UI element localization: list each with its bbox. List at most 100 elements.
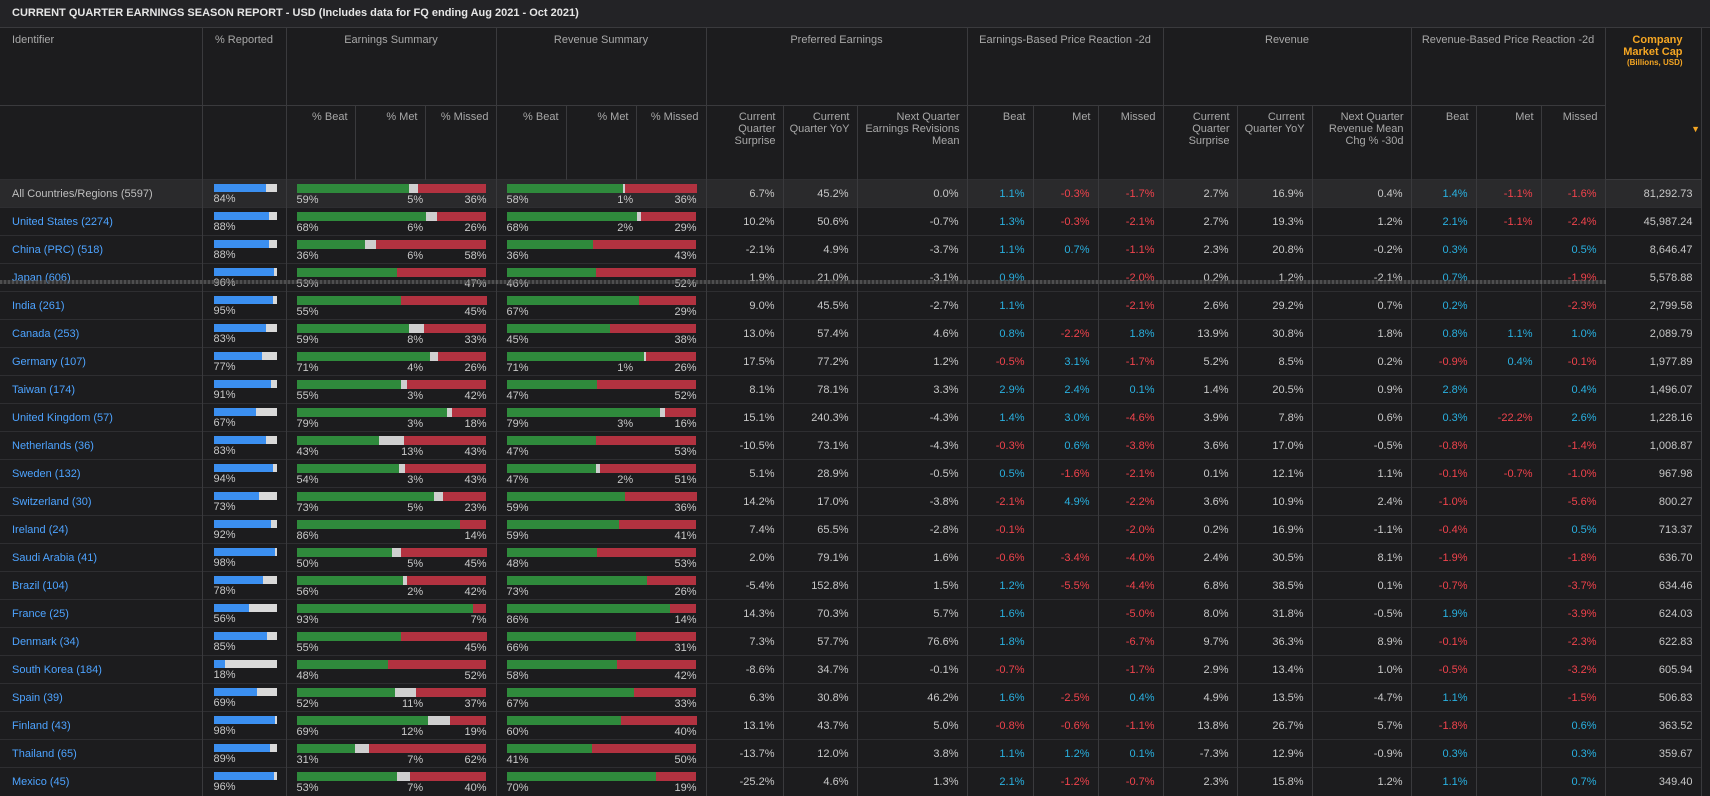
header-eps-beat[interactable]: % Beat <box>286 105 356 180</box>
earnings-missed-segment <box>403 435 487 445</box>
header-preferred-earnings[interactable]: Preferred Earnings <box>706 28 968 106</box>
revenue-beat-segment <box>506 267 596 277</box>
revenue-missed-segment <box>595 267 697 277</box>
country-link[interactable]: Japan (606) <box>0 263 203 292</box>
header-rr-met[interactable]: Met <box>1476 105 1542 180</box>
nq-rev-chg-value: 1.1% <box>1312 459 1412 488</box>
table-row[interactable]: Thailand (65) 89% 31% 7% 62% 41% <box>0 739 1702 768</box>
header-eps-met[interactable]: % Met <box>355 105 426 180</box>
header-cq-surprise[interactable]: Current Quarter Surprise <box>706 105 784 180</box>
eps-reaction-beat: 2.9% <box>967 375 1034 404</box>
header-er-met[interactable]: Met <box>1033 105 1099 180</box>
country-link[interactable]: Canada (253) <box>0 319 203 348</box>
header-rev-missed[interactable]: % Missed <box>636 105 707 180</box>
header-earnings-summary[interactable]: Earnings Summary <box>286 28 497 106</box>
header-identifier[interactable]: Identifier <box>0 28 203 106</box>
table-row[interactable]: Switzerland (30) 73% 73% 5% 23% 59% <box>0 487 1702 516</box>
header-market-cap[interactable]: Company Market Cap (Billions, USD) ▼ <box>1605 28 1702 180</box>
table-row[interactable]: Mexico (45) 96% 53% 7% 40% 70% 19 <box>0 767 1702 796</box>
country-link[interactable]: Denmark (34) <box>0 627 203 656</box>
earnings-missed-label: 45% <box>464 305 487 318</box>
header-earnings-price-reaction[interactable]: Earnings-Based Price Reaction -2d <box>967 28 1164 106</box>
country-link[interactable]: France (25) <box>0 599 203 628</box>
header-revenue-summary[interactable]: Revenue Summary <box>496 28 707 106</box>
header-rr-missed[interactable]: Missed <box>1541 105 1606 180</box>
header-revenue-price-reaction[interactable]: Revenue-Based Price Reaction -2d <box>1411 28 1606 106</box>
header-eps-missed[interactable]: % Missed <box>425 105 497 180</box>
country-link[interactable]: Switzerland (30) <box>0 487 203 516</box>
country-link[interactable]: Netherlands (36) <box>0 431 203 460</box>
header-rev-beat[interactable]: % Beat <box>496 105 567 180</box>
table-row[interactable]: Taiwan (174) 91% 55% 3% 42% 47% 5 <box>0 375 1702 404</box>
table-row[interactable]: Sweden (132) 94% 54% 3% 43% 47% 2% <box>0 459 1702 488</box>
header-rev-cq-yoy[interactable]: Current Quarter YoY <box>1237 105 1313 180</box>
reported-fill <box>213 744 270 752</box>
earnings-beat-label: 71% <box>296 361 319 374</box>
table-row[interactable]: China (PRC) (518) 88% 36% 6% 58% 36% <box>0 235 1702 264</box>
country-link[interactable]: Thailand (65) <box>0 739 203 768</box>
table-row[interactable]: Ireland (24) 92% 86% 14% 59% 41% <box>0 515 1702 544</box>
table-row[interactable]: Denmark (34) 85% 55% 45% 66% 31% <box>0 627 1702 656</box>
header-rev-cq-surprise[interactable]: Current Quarter Surprise <box>1163 105 1238 180</box>
table-row[interactable]: France (25) 56% 93% 7% 86% 14% <box>0 599 1702 628</box>
cq-yoy-value: 45.5% <box>783 291 858 320</box>
eps-reaction-missed: 0.1% <box>1098 739 1164 768</box>
country-link[interactable]: Spain (39) <box>0 683 203 712</box>
country-link[interactable]: South Korea (184) <box>0 655 203 684</box>
eps-reaction-met: -0.6% <box>1033 711 1099 740</box>
header-er-beat[interactable]: Beat <box>967 105 1034 180</box>
country-link[interactable]: United States (2274) <box>0 207 203 236</box>
cq-surprise-value: 2.0% <box>706 543 784 572</box>
table-row[interactable]: All Countries/Regions (5597) 84% 59% 5% … <box>0 179 1702 208</box>
country-link[interactable]: Germany (107) <box>0 347 203 376</box>
eps-reaction-met: -0.3% <box>1033 207 1099 236</box>
country-link[interactable]: India (261) <box>0 291 203 320</box>
revenue-missed-segment <box>635 631 697 641</box>
revenue-beat-segment <box>506 183 623 193</box>
earnings-beat-label: 93% <box>296 613 319 626</box>
nq-rev-chg-value: -4.7% <box>1312 683 1412 712</box>
header-er-missed[interactable]: Missed <box>1098 105 1164 180</box>
country-link[interactable]: Mexico (45) <box>0 767 203 796</box>
table-row[interactable]: Netherlands (36) 83% 43% 13% 43% 47% <box>0 431 1702 460</box>
revenue-missed-label: 29% <box>674 305 697 318</box>
table-row[interactable]: India (261) 95% 55% 45% 67% 29% <box>0 291 1702 320</box>
header-nq-eps-revisions[interactable]: Next Quarter Earnings Revisions Mean <box>857 105 968 180</box>
table-row[interactable]: Finland (43) 98% 69% 12% 19% 60% <box>0 711 1702 740</box>
sort-desc-icon[interactable]: ▼ <box>1691 124 1700 134</box>
revenue-met-label <box>570 642 633 654</box>
header-revenue[interactable]: Revenue <box>1163 28 1412 106</box>
header-rev-met[interactable]: % Met <box>566 105 637 180</box>
country-link[interactable]: China (PRC) (518) <box>0 235 203 264</box>
reported-label: 83% <box>213 333 236 345</box>
country-link[interactable]: Finland (43) <box>0 711 203 740</box>
table-row[interactable]: Brazil (104) 78% 56% 2% 42% 73% 2 <box>0 571 1702 600</box>
table-row[interactable]: Germany (107) 77% 71% 4% 26% 71% 1% <box>0 347 1702 376</box>
earnings-summary-cell: 55% 45% <box>286 627 497 656</box>
table-row[interactable]: Japan (606) 96% 53% 47% 46% 52% <box>0 263 1702 292</box>
table-row[interactable]: United States (2274) 88% 68% 6% 26% 68% … <box>0 207 1702 236</box>
country-link[interactable]: Saudi Arabia (41) <box>0 543 203 572</box>
earnings-missed-label: 23% <box>464 501 487 514</box>
cq-yoy-value: 79.1% <box>783 543 858 572</box>
country-link[interactable]: Sweden (132) <box>0 459 203 488</box>
table-row[interactable]: Spain (39) 69% 52% 11% 37% 67% 33 <box>0 683 1702 712</box>
country-link[interactable]: Taiwan (174) <box>0 375 203 404</box>
rev-reaction-beat: -1.9% <box>1411 543 1477 572</box>
table-row[interactable]: Canada (253) 83% 59% 8% 33% 45% 3 <box>0 319 1702 348</box>
header-reported[interactable]: % Reported <box>202 28 287 106</box>
rev-reaction-beat: 1.4% <box>1411 179 1477 208</box>
table-row[interactable]: United Kingdom (57) 67% 79% 3% 18% 79% 3… <box>0 403 1702 432</box>
country-link[interactable]: United Kingdom (57) <box>0 403 203 432</box>
earnings-met-label: 5% <box>407 557 424 570</box>
header-nq-rev-chg[interactable]: Next Quarter Revenue Mean Chg % -30d <box>1312 105 1412 180</box>
country-link[interactable]: Ireland (24) <box>0 515 203 544</box>
table-row[interactable]: Saudi Arabia (41) 98% 50% 5% 45% 48% <box>0 543 1702 572</box>
table-row[interactable]: South Korea (184) 18% 48% 52% 58% <box>0 655 1702 684</box>
country-link[interactable]: All Countries/Regions (5597) <box>0 179 203 208</box>
header-cq-yoy[interactable]: Current Quarter YoY <box>783 105 858 180</box>
eps-reaction-met: -1.2% <box>1033 767 1099 796</box>
header-rr-beat[interactable]: Beat <box>1411 105 1477 180</box>
eps-reaction-beat: -0.8% <box>967 711 1034 740</box>
country-link[interactable]: Brazil (104) <box>0 571 203 600</box>
